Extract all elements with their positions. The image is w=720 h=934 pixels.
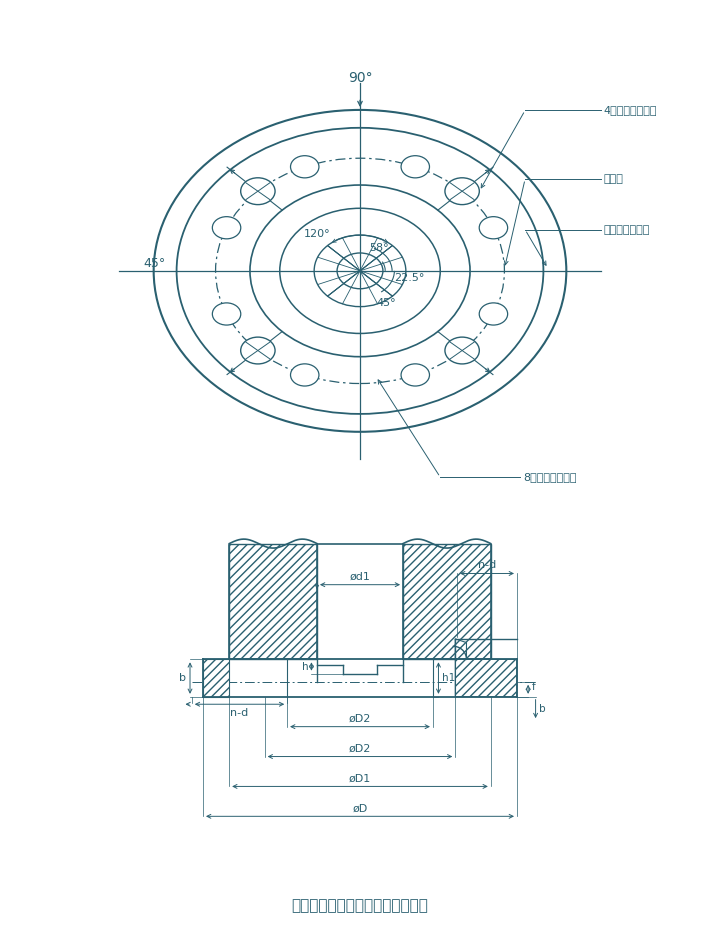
- Text: b: b: [539, 704, 546, 714]
- Ellipse shape: [401, 364, 430, 386]
- Polygon shape: [229, 544, 317, 659]
- Text: 中心线: 中心线: [603, 174, 623, 184]
- Text: h: h: [302, 661, 308, 672]
- Ellipse shape: [290, 156, 319, 177]
- Text: øD1: øD1: [349, 773, 371, 784]
- Text: øD: øD: [352, 803, 368, 814]
- Polygon shape: [455, 639, 517, 697]
- Text: n-d: n-d: [478, 559, 496, 570]
- Text: 与电机轴线平行: 与电机轴线平行: [603, 224, 649, 234]
- Ellipse shape: [401, 156, 430, 177]
- Ellipse shape: [212, 303, 240, 325]
- Text: øD2: øD2: [348, 743, 372, 754]
- Text: 4个螺孔时的位置: 4个螺孔时的位置: [603, 106, 657, 116]
- Text: 120°: 120°: [304, 229, 330, 239]
- Text: 45°: 45°: [376, 298, 396, 308]
- Text: 45°: 45°: [143, 258, 165, 271]
- Ellipse shape: [240, 337, 275, 364]
- Text: 58°: 58°: [369, 243, 389, 252]
- Text: f: f: [532, 683, 536, 692]
- Ellipse shape: [445, 337, 480, 364]
- Polygon shape: [203, 659, 229, 697]
- Polygon shape: [403, 544, 491, 659]
- Ellipse shape: [445, 177, 480, 205]
- Text: 22.5°: 22.5°: [395, 273, 425, 283]
- Text: n-d: n-d: [230, 708, 248, 718]
- Text: b: b: [179, 673, 186, 683]
- Text: 图一、电动装置与阀门的连接形式: 图一、电动装置与阀门的连接形式: [292, 899, 428, 913]
- Ellipse shape: [480, 217, 508, 239]
- Text: ød1: ød1: [350, 572, 370, 582]
- Text: øD2: øD2: [348, 714, 372, 724]
- Ellipse shape: [290, 364, 319, 386]
- Ellipse shape: [240, 177, 275, 205]
- Text: 90°: 90°: [348, 71, 372, 85]
- Text: 8个光孔时的位置: 8个光孔时的位置: [523, 473, 576, 482]
- Ellipse shape: [212, 217, 240, 239]
- Ellipse shape: [480, 303, 508, 325]
- Text: h1: h1: [442, 673, 456, 683]
